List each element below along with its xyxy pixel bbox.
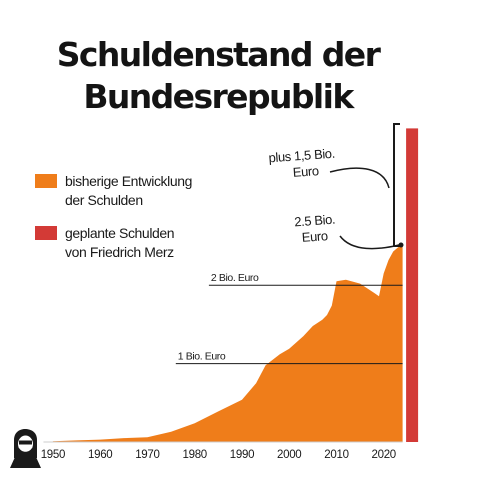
x-tick-label: 1990 [230, 449, 254, 461]
annotation-plus-line-2: Euro [292, 163, 319, 180]
annotation-current-line-2: Euro [301, 228, 328, 245]
legend-swatch-history [35, 174, 57, 188]
x-tick-label: 2020 [372, 449, 396, 461]
reference-label-2-bio: 2 Bio. Euro [211, 272, 259, 284]
x-tick-label: 1950 [41, 449, 65, 461]
annotation-current-leader [339, 235, 400, 250]
legend: bisherige Entwicklung der Schulden gepla… [35, 173, 192, 260]
current-value-marker [398, 242, 404, 248]
planned-debt-bar [406, 128, 419, 442]
hooded-figure-logo-icon [10, 429, 41, 468]
x-tick-label: 1970 [135, 449, 159, 461]
x-tick-label: 1960 [88, 449, 112, 461]
legend-label-planned-line-1: geplante Schulden [65, 225, 174, 241]
legend-label-planned-line-2: von Friedrich Merz [65, 244, 174, 260]
chart-title: Schuldenstand der Bundesrepublik [57, 35, 383, 116]
history-area [52, 244, 403, 442]
x-axis: 1950 1960 1970 1980 1990 2000 2010 2020 [41, 441, 403, 461]
legend-swatch-planned [35, 226, 57, 240]
chart-title-line-1: Schuldenstand der [57, 35, 382, 74]
x-tick-label: 1980 [183, 449, 207, 461]
legend-label-history-line-2: der Schulden [65, 192, 143, 208]
annotation-plus-line-1: plus 1,5 Bio. [268, 146, 335, 166]
reference-label-1-bio: 1 Bio. Euro [178, 351, 226, 363]
chart-title-line-2: Bundesrepublik [83, 77, 355, 116]
x-tick-label: 2000 [277, 449, 301, 461]
x-tick-label: 2010 [324, 449, 348, 461]
annotations: 2.5 Bio. Euro plus 1,5 Bio. Euro [268, 123, 404, 250]
annotation-plus-leader [329, 167, 390, 189]
annotation-current-line-1: 2.5 Bio. [294, 212, 336, 230]
legend-label-history-line-1: bisherige Entwicklung [65, 173, 192, 189]
bracket [393, 123, 400, 247]
reference-lines: 1 Bio. Euro 2 Bio. Euro [175, 272, 403, 365]
